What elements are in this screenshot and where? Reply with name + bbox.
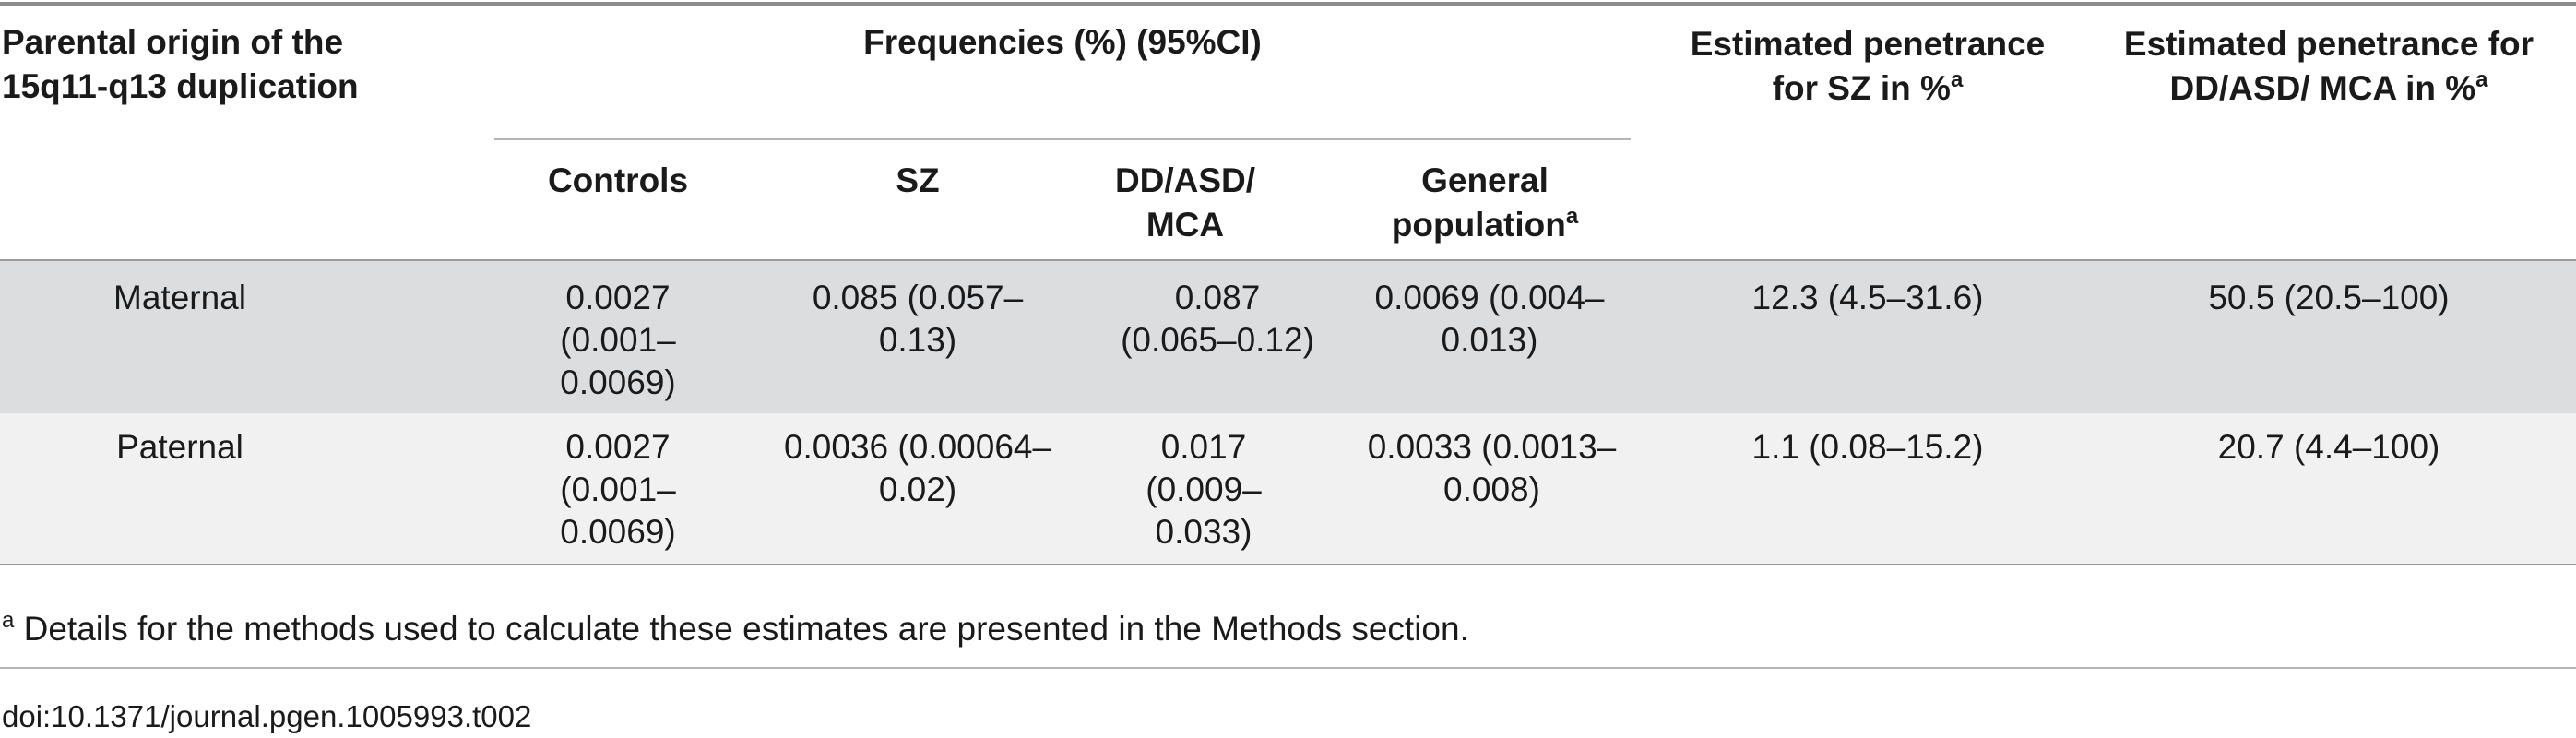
cell-maternal-penetrance-dd: 50.5 (20.5–100)	[2208, 279, 2450, 316]
header-penetrance-sz-text: Estimated penetrance for SZ in %	[1690, 25, 2046, 107]
frequencies-group-rule	[494, 138, 1631, 140]
header-penetrance-sz-sup: a	[1950, 67, 1964, 92]
header-penetrance-sz: Estimated penetrance for SZ in %a	[1688, 22, 2048, 111]
cell-maternal-origin: Maternal	[113, 279, 246, 316]
cell-paternal-dd-asd-mca: 0.017 (0.009–0.033)	[1146, 428, 1262, 551]
doi-link[interactable]: doi:10.1371/journal.pgen.1005993.t002	[2, 699, 532, 733]
header-sz-text: SZ	[896, 161, 940, 199]
header-parental-origin: Parental origin of the 15q11-q13 duplica…	[0, 20, 435, 109]
cell-paternal-penetrance-dd: 20.7 (4.4–100)	[2217, 428, 2440, 466]
cell-paternal-origin: Paternal	[116, 428, 243, 466]
cell-maternal-penetrance-sz: 12.3 (4.5–31.6)	[1751, 279, 1984, 316]
header-penetrance-dd-text: Estimated penetrance for DD/ASD/ MCA in …	[2123, 25, 2534, 107]
header-parental-origin-text: Parental origin of the 15q11-q13 duplica…	[2, 23, 359, 105]
header-general-population-sup: a	[1565, 204, 1579, 229]
header-controls-text: Controls	[547, 161, 689, 199]
table-top-rule	[0, 2, 2576, 6]
cell-paternal-controls: 0.0027 (0.001–0.0069)	[560, 428, 676, 551]
header-penetrance-dd-sup: a	[2475, 67, 2488, 92]
header-general-population: General populationa	[1360, 159, 1609, 247]
footer-rule	[0, 667, 2576, 669]
table-row-paternal-band	[0, 413, 2576, 564]
table-row-maternal-band	[0, 261, 2576, 413]
table-footnote: a Details for the methods used to calcul…	[2, 608, 1469, 650]
cell-paternal-sz: 0.0036 (0.00064–0.02)	[783, 428, 1052, 508]
header-frequencies-group: Frequencies (%) (95%CI)	[494, 20, 1631, 65]
cell-maternal-sz: 0.085 (0.057–0.13)	[812, 279, 1024, 359]
header-dd-asd-mca: DD/ASD/ MCA	[1079, 159, 1291, 247]
header-controls: Controls	[516, 159, 719, 203]
header-frequencies-text: Frequencies (%) (95%CI)	[863, 23, 1262, 61]
cell-paternal-general-population: 0.0033 (0.0013–0.008)	[1367, 428, 1617, 508]
header-bottom-rule	[0, 259, 2576, 261]
cell-maternal-dd-asd-mca: 0.087 (0.065–0.12)	[1121, 279, 1314, 359]
header-sz: SZ	[784, 159, 1051, 203]
footnote-text: Details for the methods used to calculat…	[14, 610, 1469, 648]
header-general-population-text: General population	[1391, 161, 1566, 244]
header-penetrance-dd: Estimated penetrance for DD/ASD/ MCA in …	[2089, 22, 2569, 111]
cell-maternal-controls: 0.0027 (0.001–0.0069)	[560, 279, 676, 401]
cell-maternal-general-population: 0.0069 (0.004–0.013)	[1374, 279, 1605, 359]
header-dd-asd-mca-text: DD/ASD/ MCA	[1114, 161, 1256, 244]
table-bottom-rule	[0, 564, 2576, 565]
cell-paternal-penetrance-sz: 1.1 (0.08–15.2)	[1751, 428, 1984, 466]
footnote-marker: a	[2, 608, 15, 633]
